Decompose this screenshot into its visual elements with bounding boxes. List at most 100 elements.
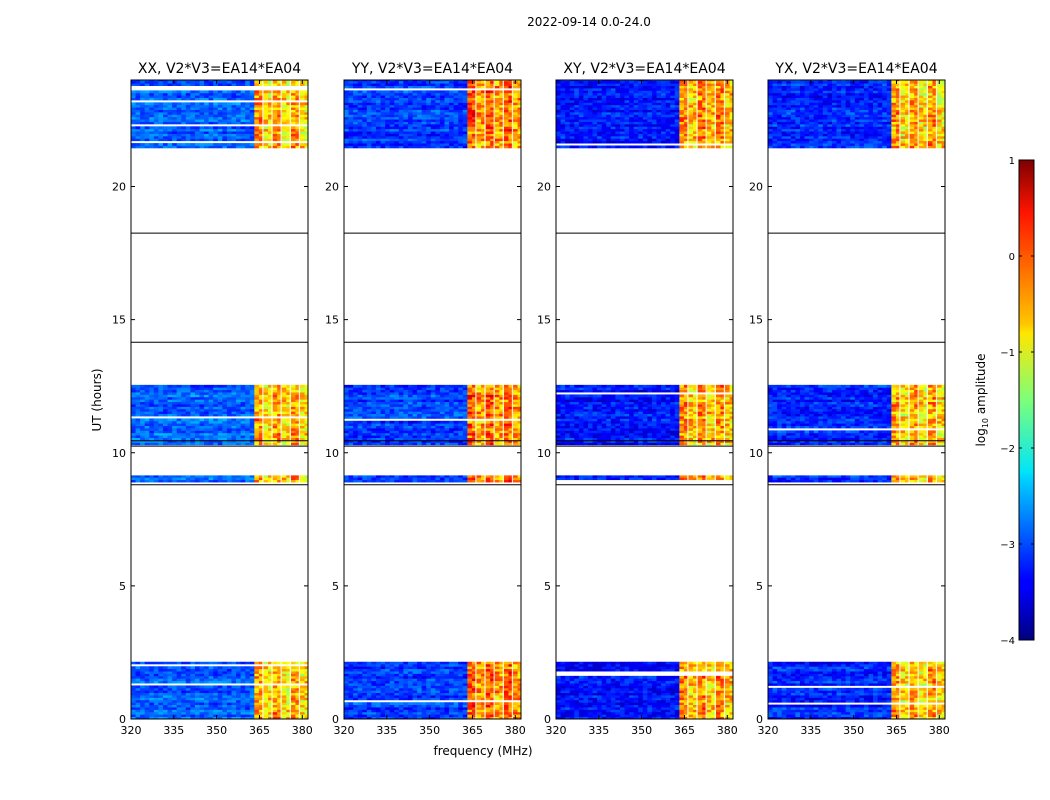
pixel [277, 404, 283, 407]
pixel [476, 420, 482, 424]
pixel [240, 102, 246, 106]
pixel [439, 716, 445, 719]
pixel [272, 430, 278, 434]
pixel [194, 83, 200, 86]
pixel [144, 418, 150, 422]
pixel [380, 423, 386, 426]
pixel [290, 107, 296, 110]
pixel [357, 685, 363, 689]
pixel [226, 661, 232, 665]
pixel [366, 475, 372, 478]
pixel [281, 678, 287, 682]
pixel [263, 138, 269, 142]
pixel [362, 387, 368, 391]
pixel [344, 416, 349, 419]
pixel [403, 384, 409, 388]
pixel [380, 425, 386, 429]
pixel [417, 392, 423, 395]
pixel [458, 687, 464, 691]
pixel [213, 704, 219, 708]
pixel [226, 389, 232, 393]
pixel [153, 114, 159, 118]
pixel [140, 668, 146, 672]
pixel [471, 396, 477, 400]
pixel [281, 131, 287, 134]
pixel [426, 695, 432, 698]
pixel [462, 439, 468, 443]
pixel [144, 695, 150, 698]
pixel [153, 418, 159, 422]
pixel [490, 704, 496, 708]
pixel [300, 384, 305, 388]
pixel [286, 107, 292, 110]
pixel [236, 114, 242, 118]
pixel [135, 435, 141, 438]
pixel [290, 716, 296, 719]
pixel [190, 119, 196, 122]
pixel [348, 680, 354, 684]
pixel [467, 475, 473, 478]
pixel [290, 396, 296, 400]
pixel [403, 695, 409, 698]
pixel [140, 418, 146, 422]
pixel [462, 685, 468, 689]
pixel [144, 661, 150, 665]
pixel [254, 399, 260, 403]
pixel [471, 143, 477, 146]
pixel [380, 692, 386, 696]
pixel [135, 714, 141, 718]
pixel [503, 413, 509, 417]
pixel [231, 401, 237, 405]
pixel [272, 702, 278, 706]
pixel [348, 692, 354, 696]
pixel [348, 394, 354, 398]
pixel [398, 394, 404, 398]
pixel [439, 413, 445, 417]
pixel [508, 714, 514, 718]
pixel [167, 145, 173, 149]
pixel [300, 389, 305, 393]
pixel [204, 697, 210, 701]
pixel [217, 671, 223, 674]
pixel [375, 479, 381, 483]
pixel [485, 425, 491, 429]
pixel [176, 423, 182, 426]
pixel [300, 692, 305, 696]
pixel [362, 442, 368, 446]
pixel [245, 119, 251, 122]
pixel [181, 131, 187, 134]
pixel [453, 437, 459, 441]
pixel [185, 387, 191, 391]
pixel [371, 675, 377, 679]
pixel [222, 406, 228, 410]
pixel [398, 408, 404, 412]
pixel [245, 425, 251, 429]
pixel [389, 661, 395, 665]
pixel [394, 678, 400, 682]
pixel [167, 716, 173, 719]
pixel [158, 475, 164, 478]
pixel [503, 420, 509, 424]
pixel [272, 80, 278, 82]
pixel [217, 399, 223, 403]
pixel [153, 678, 159, 682]
pixel [277, 119, 283, 122]
pixel [490, 420, 496, 424]
pixel [194, 145, 200, 149]
pixel [503, 690, 509, 694]
pixel [300, 114, 305, 118]
pixel [277, 423, 283, 426]
pixel [357, 389, 363, 393]
pixel [263, 83, 269, 86]
pixel [204, 404, 210, 407]
pixel [348, 404, 354, 407]
pixel [403, 427, 409, 431]
pixel [140, 121, 146, 125]
pixel [286, 404, 292, 407]
pixel [199, 709, 205, 713]
pixel [439, 425, 445, 429]
pixel [481, 692, 486, 696]
pixel [208, 387, 214, 391]
pixel [217, 404, 223, 407]
pixel [226, 430, 232, 434]
